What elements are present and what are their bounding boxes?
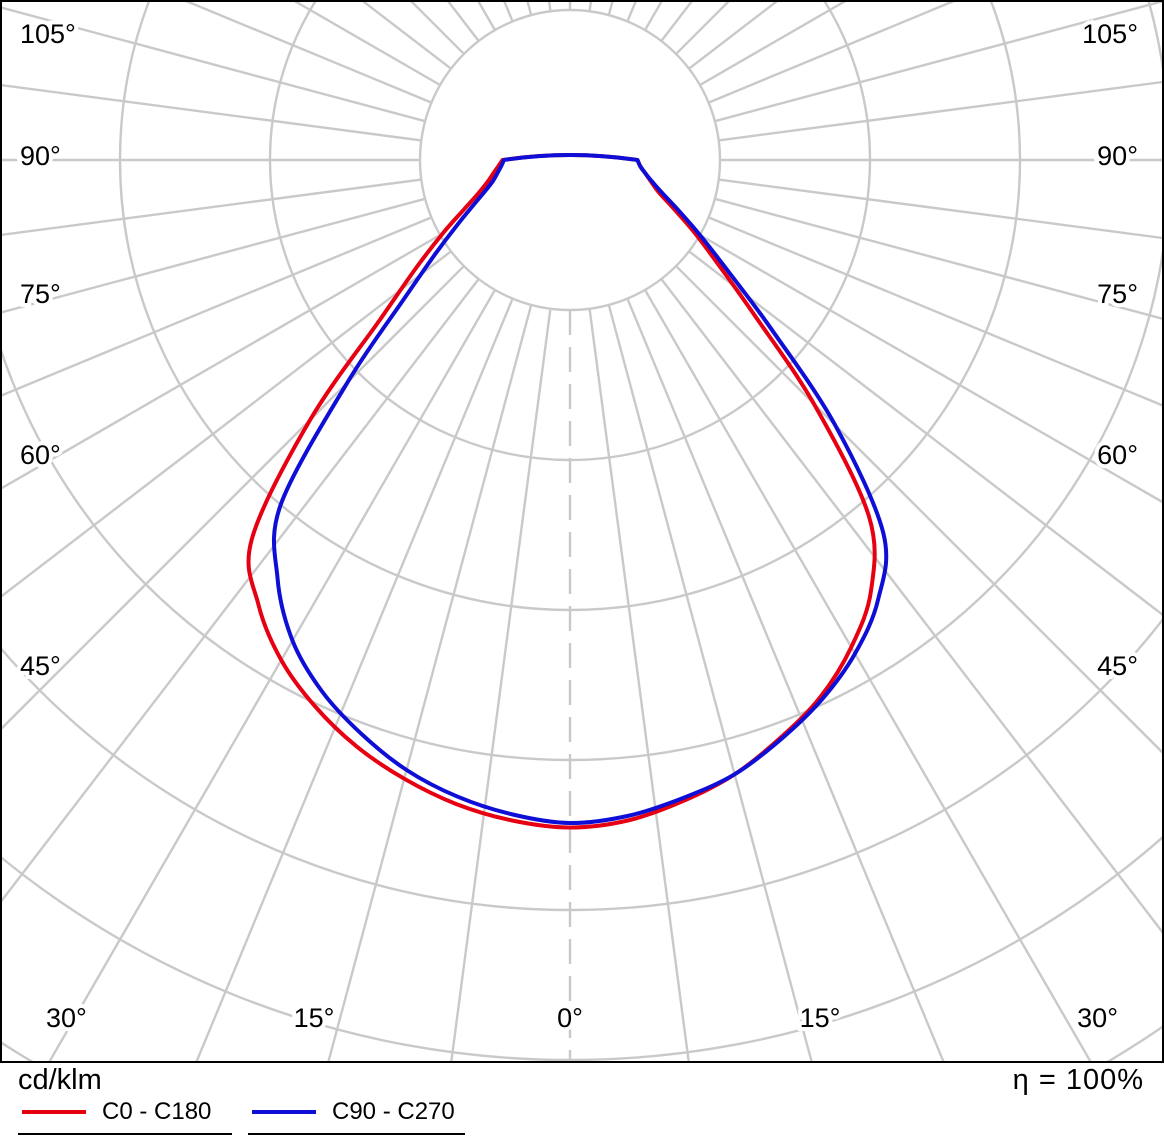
grid-spoke <box>660 278 1164 937</box>
angle-label: 45° <box>1097 651 1138 681</box>
legend-swatch-red <box>22 1110 86 1114</box>
grid-spoke <box>194 298 514 1063</box>
grid-spoke <box>607 304 814 1063</box>
grid-spoke <box>708 0 960 104</box>
angle-label: 60° <box>20 440 61 470</box>
grid-spoke <box>0 265 465 732</box>
grid-spoke <box>0 6 426 123</box>
grid-spoke <box>449 308 552 1063</box>
angle-label: 105° <box>1082 19 1138 49</box>
angle-labels: 105° 90° 75° 60° 45° 105° 90° 75° 60° 45° 30° 15° 0°… <box>16 15 1142 1037</box>
legend-swatch-blue <box>252 1110 316 1114</box>
curve-c0-c180 <box>246 153 877 830</box>
angle-label: 75° <box>1097 279 1138 309</box>
legend-label: C0 - C180 <box>102 1098 212 1125</box>
unit-label: cd/klm <box>18 1064 102 1096</box>
legend-item-c0-c180: C0 - C180 <box>18 1098 232 1135</box>
polar-chart: 105° 90° 75° 60° 45° 105° 90° 75° 60° 45° 30° 15° 0°… <box>0 0 1164 1063</box>
grid-ring <box>0 615 1164 911</box>
legend-item-c90-c270: C90 - C270 <box>248 1098 465 1135</box>
grid-spoke <box>718 178 1164 240</box>
polar-plot-area: 105° 90° 75° 60° 45° 105° 90° 75° 60° 45° 30° 15° 0°… <box>0 0 1164 1063</box>
polar-grid <box>0 0 1164 1063</box>
grid-spoke <box>0 250 452 599</box>
grid-spoke <box>714 0 1164 123</box>
grid-spoke <box>0 216 432 398</box>
grid-ring <box>418 8 722 312</box>
grid-spoke <box>0 178 422 237</box>
legend-label: C90 - C270 <box>332 1098 455 1125</box>
grid-ring <box>0 0 1164 762</box>
grid-spoke <box>47 289 497 1063</box>
grid-spoke <box>718 80 1164 142</box>
grid-spoke <box>0 233 441 491</box>
intensity-curves <box>246 153 889 830</box>
grid-spoke <box>699 233 1164 505</box>
grid-spoke <box>326 304 533 1063</box>
grid-spoke <box>675 265 1164 756</box>
grid-spoke <box>643 289 1093 1063</box>
angle-label: 30° <box>1077 1003 1118 1033</box>
grid-spoke <box>708 216 1164 408</box>
grid-spoke <box>714 197 1164 321</box>
chart-footer: cd/klm η = 100% C0 - C180 C90 - C270 <box>0 1063 1164 1140</box>
angle-label: 60° <box>1097 440 1138 470</box>
curve-c90-c270 <box>271 153 889 826</box>
angle-label: 15° <box>294 1003 335 1033</box>
grid-spoke <box>0 278 480 905</box>
grid-spoke <box>0 83 422 142</box>
grid-spoke <box>688 250 1164 618</box>
footer-top-row: cd/klm η = 100% <box>18 1065 1144 1095</box>
angle-label: 45° <box>20 651 61 681</box>
angle-label: 15° <box>800 1003 841 1033</box>
angle-label: 75° <box>20 279 61 309</box>
angle-label: 0° <box>557 1003 583 1033</box>
angle-label: 105° <box>20 19 76 49</box>
grid-spoke <box>0 197 426 314</box>
angle-label: 90° <box>1097 141 1138 171</box>
grid-spoke <box>180 0 432 104</box>
angle-label: 90° <box>20 141 61 171</box>
legend: C0 - C180 C90 - C270 <box>18 1098 1144 1135</box>
angle-label: 30° <box>46 1003 87 1033</box>
grid-spoke <box>588 308 691 1063</box>
grid-spoke <box>626 298 946 1063</box>
efficiency-label: η = 100% <box>1012 1064 1144 1096</box>
